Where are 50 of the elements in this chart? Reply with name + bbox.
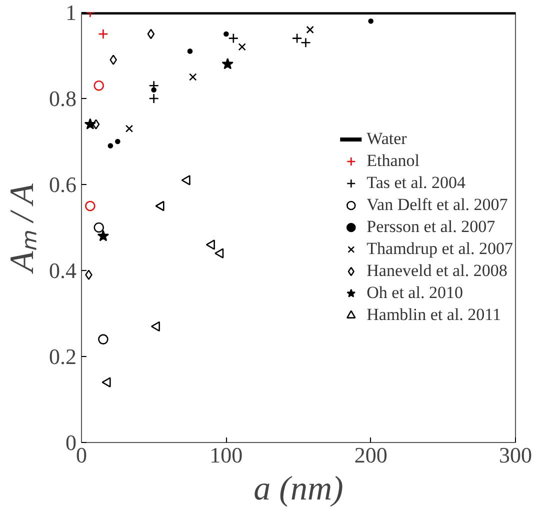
point (125, 124, 134, 132)
legend-label: Ethanol (366, 151, 420, 171)
point (206, 240, 215, 250)
point (222, 58, 234, 70)
y-tick-label: 0.4 (49, 258, 76, 283)
point (306, 26, 314, 34)
point (84, 118, 96, 130)
point (181, 175, 190, 186)
x-tick-label: 300 (499, 442, 532, 468)
legend-label: Van Delft et al. 2007 (366, 195, 508, 215)
point (368, 18, 374, 24)
y-tick-label: 0.2 (49, 344, 76, 369)
legend-label: Water (366, 129, 407, 149)
point (155, 200, 164, 212)
x-axis-title: a (nm) (254, 470, 344, 508)
point (189, 73, 197, 81)
legend-label: Thamdrup et al. 2007 (366, 239, 513, 259)
legend-label: Persson et al. 2007 (366, 217, 496, 237)
point (98, 334, 108, 344)
y-tick-label: 0.8 (49, 86, 76, 111)
x-tick-label: 100 (210, 442, 243, 468)
point (85, 200, 96, 212)
point (147, 28, 155, 40)
point (238, 43, 246, 51)
point (214, 248, 224, 258)
point (292, 33, 302, 44)
point (92, 119, 100, 130)
point (150, 321, 160, 332)
point (108, 143, 114, 148)
x-tick-label: 200 (354, 442, 388, 468)
point (102, 377, 111, 388)
y-tick-label: 1 (66, 0, 76, 25)
point (115, 138, 120, 144)
point (85, 270, 92, 280)
legend-label: Hamblin et al. 2011 (366, 305, 502, 325)
point (224, 31, 229, 37)
point (98, 28, 108, 40)
legend-label: Haneveld et al. 2008 (366, 261, 508, 281)
point (148, 93, 159, 104)
point (187, 48, 193, 54)
point (228, 33, 239, 44)
legend-label: Tas et al. 2004 (366, 173, 466, 193)
point (97, 230, 110, 242)
point (151, 87, 156, 93)
y-axis-title: Aₘ / A (4, 183, 41, 274)
point (94, 80, 104, 91)
y-tick-label: 0.6 (49, 172, 76, 197)
legend-label: Oh et al. 2010 (366, 283, 463, 303)
point (94, 222, 104, 233)
point (110, 54, 117, 65)
